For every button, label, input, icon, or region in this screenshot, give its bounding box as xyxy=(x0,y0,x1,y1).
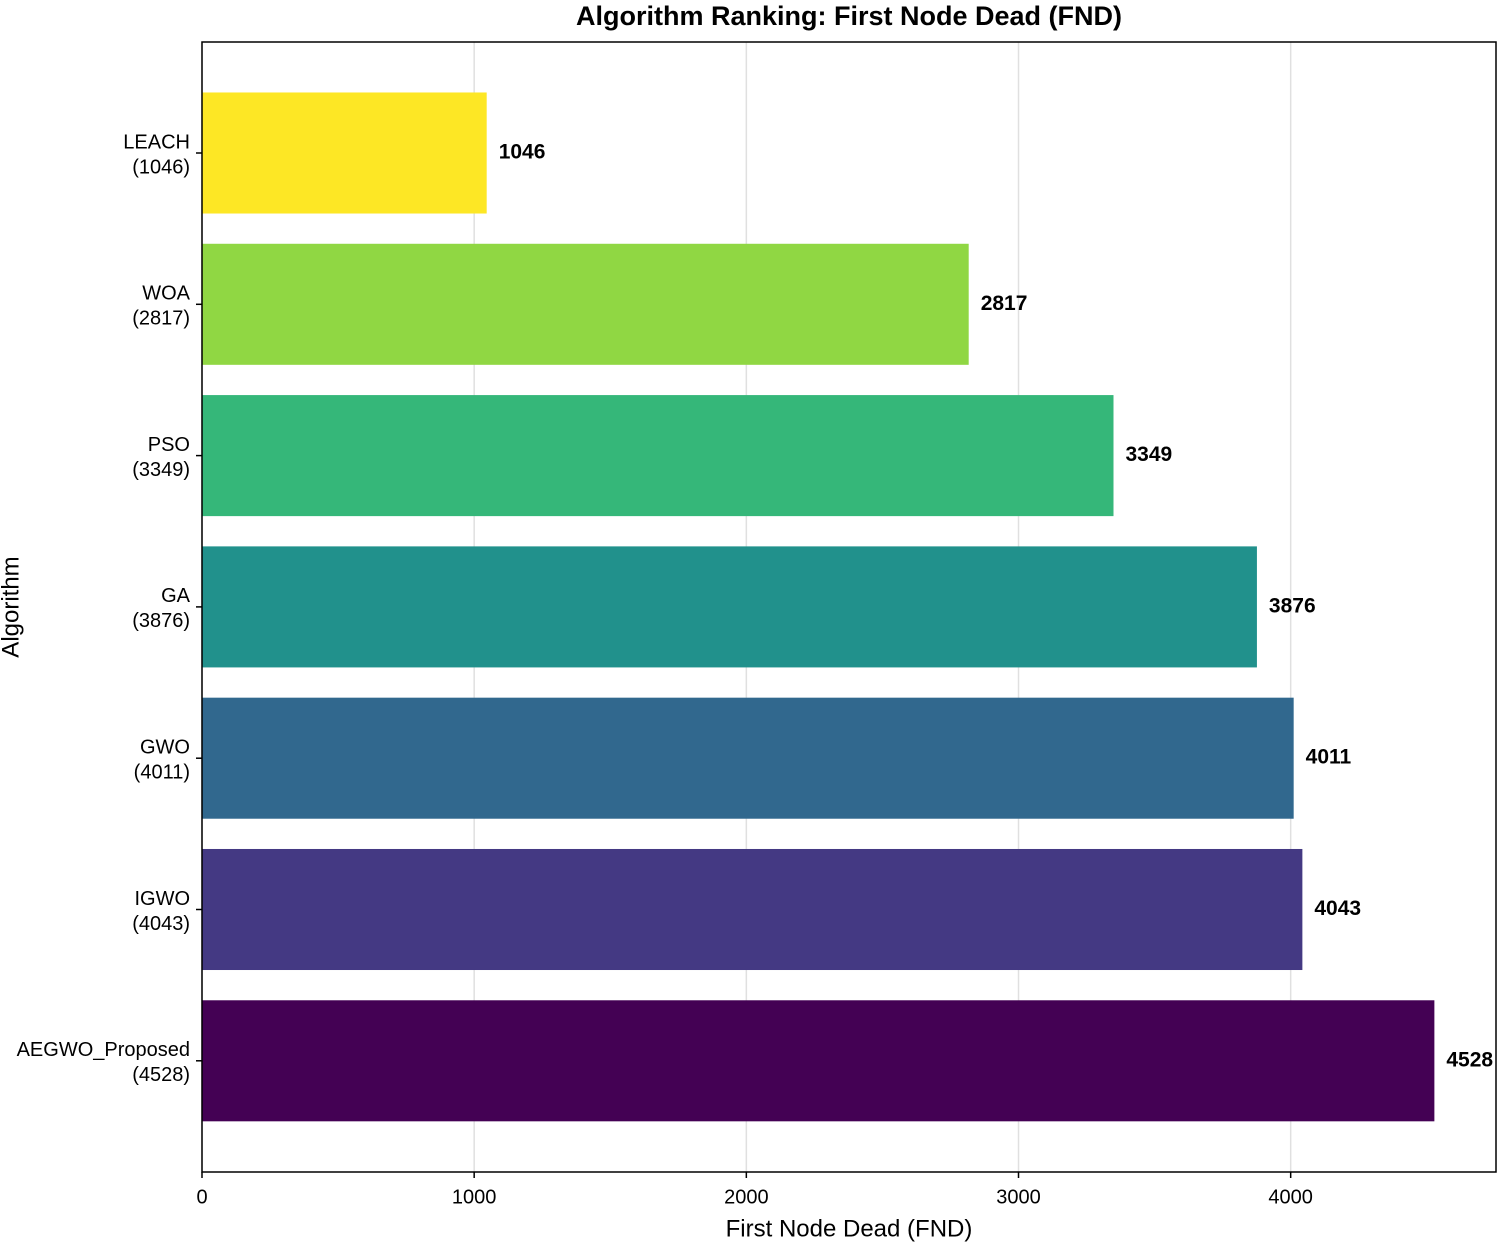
chart-title: Algorithm Ranking: First Node Dead (FND) xyxy=(576,1,1122,31)
x-tick-label: 4000 xyxy=(1268,1186,1313,1208)
value-label: 3349 xyxy=(1125,443,1172,466)
y-tick-label: (3876) xyxy=(132,610,190,632)
y-tick-label: GWO xyxy=(140,736,190,758)
plot-frame xyxy=(201,41,1497,1173)
value-label: 1046 xyxy=(499,141,546,164)
y-tick-label: (4011) xyxy=(134,761,190,783)
x-tick-label: 1000 xyxy=(452,1186,497,1208)
y-axis-label: Algorithm xyxy=(0,556,24,657)
y-tick-label: LEACH xyxy=(123,131,190,153)
bar xyxy=(202,1000,1435,1122)
bar xyxy=(202,92,487,214)
bar xyxy=(202,697,1294,819)
y-tick-label: (2817) xyxy=(132,308,190,330)
y-tick-label: AEGWO_Proposed xyxy=(17,1039,190,1061)
y-tick-label: IGWO xyxy=(134,888,190,910)
value-label: 4043 xyxy=(1314,897,1361,920)
y-tick-label: (4528) xyxy=(132,1064,190,1086)
value-label: 4011 xyxy=(1306,746,1352,769)
bar xyxy=(202,848,1303,971)
x-tick-label: 3000 xyxy=(996,1186,1041,1208)
value-label: 4528 xyxy=(1446,1048,1493,1071)
bar xyxy=(202,546,1257,668)
x-tick-label: 0 xyxy=(196,1186,207,1208)
y-tick-label: WOA xyxy=(142,283,190,305)
x-axis-label: First Node Dead (FND) xyxy=(726,1215,973,1242)
y-tick-label: GA xyxy=(161,585,191,607)
value-label: 3876 xyxy=(1269,594,1316,617)
y-tick-label: PSO xyxy=(148,434,190,456)
x-tick-label: 2000 xyxy=(724,1186,769,1208)
y-tick-label: (3349) xyxy=(132,459,190,481)
y-tick-label: (4043) xyxy=(132,913,190,935)
value-label: 2817 xyxy=(981,292,1028,315)
y-tick-label: (1046) xyxy=(132,156,190,178)
bar xyxy=(202,395,1114,517)
bar xyxy=(202,243,969,365)
